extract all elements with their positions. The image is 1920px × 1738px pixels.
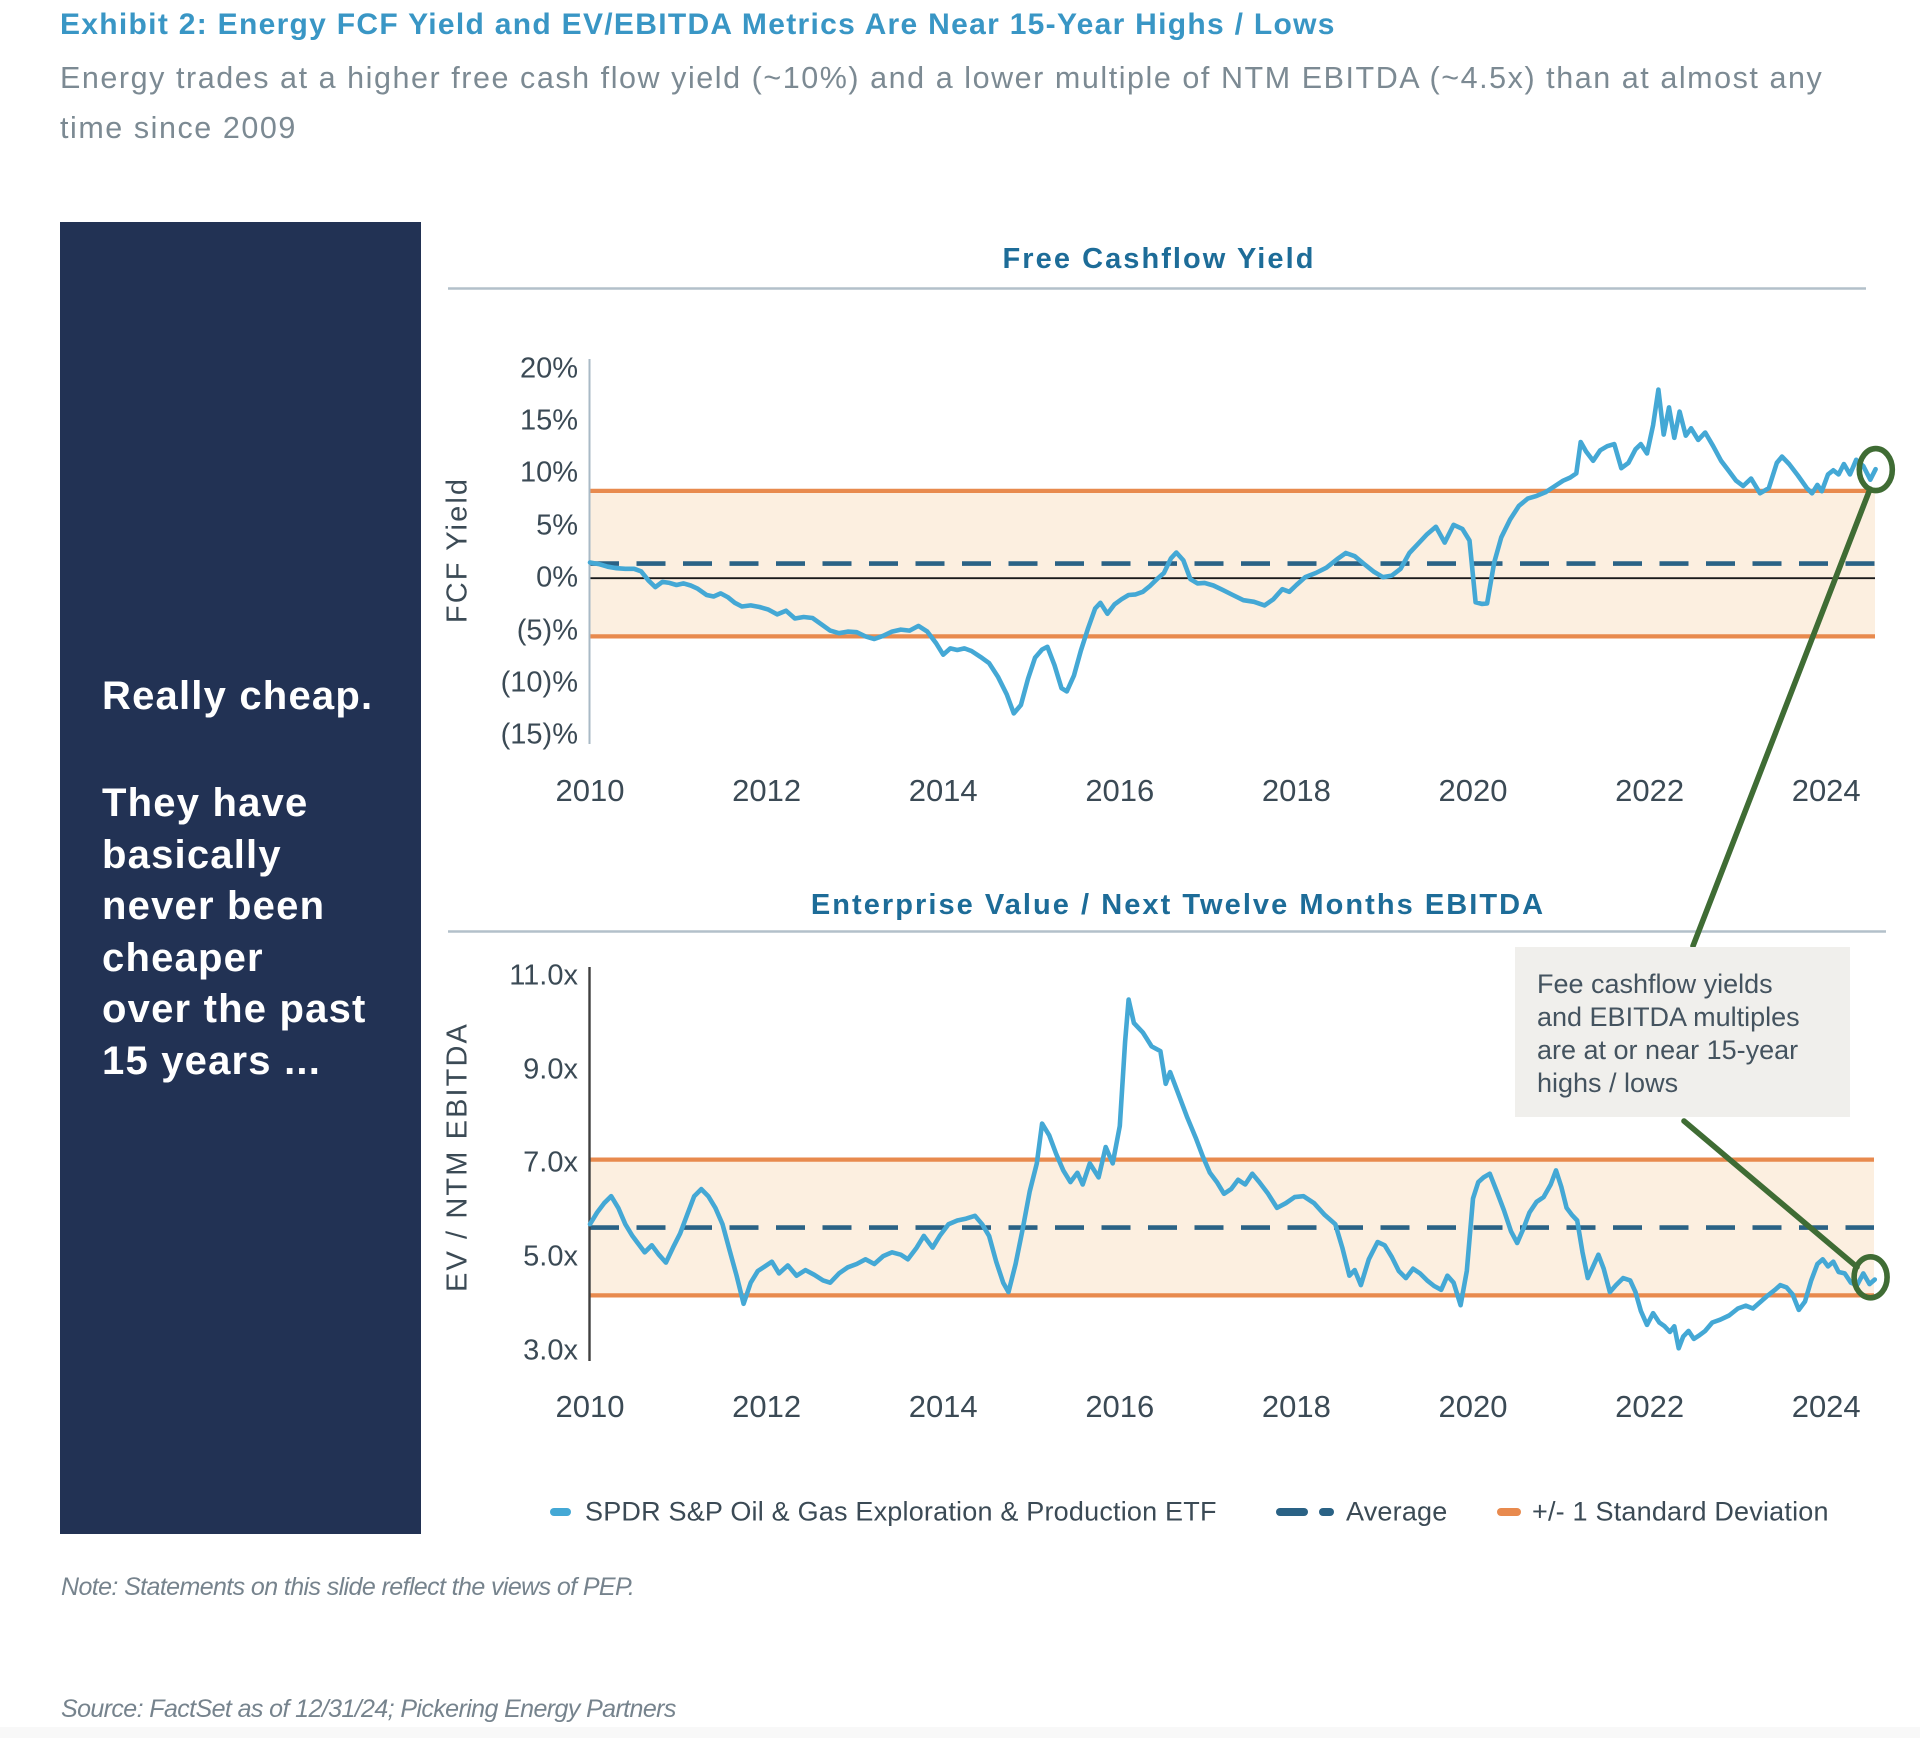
sidebar-body: They have basically never been cheaper over …: [102, 778, 367, 1087]
callout-pointer-line-bottom: [1681, 1118, 1860, 1270]
chart1-series-line: [587, 387, 1878, 716]
sidebar-panel: Really cheap. They have basically never be…: [60, 222, 421, 1534]
callout-circle-bottom: [1851, 1254, 1890, 1301]
chart1-x-tick-0: 2010: [555, 773, 625, 808]
chart2-x-tick-4: 2018: [1261, 1389, 1331, 1424]
source-text: Source: FactSet as of 12/31/24; Pickerin…: [61, 1695, 676, 1723]
chart1-x-tick-2: 2014: [908, 773, 978, 808]
chart1-x-tick-1: 2012: [732, 773, 802, 808]
chart1-y-tick-3: 5%: [536, 509, 578, 542]
annotation-line-3: highs / lows: [1537, 1068, 1679, 1098]
subtitle-line-2: time since 2009: [60, 111, 297, 145]
chart1-y-tick-7: (15)%: [500, 718, 578, 751]
chart1-y-axis-title: FCF Yield: [441, 476, 474, 624]
chart1-y-tick-4: 0%: [536, 561, 578, 594]
chart1-y-tick-5: (5)%: [516, 614, 578, 647]
annotation-line-1: and EBITDA multiples: [1537, 1002, 1800, 1032]
legend-series-line-marker: [550, 1508, 571, 1516]
chart1-x-tick-5: 2020: [1438, 773, 1508, 808]
chart2-series-line: [587, 997, 1878, 1351]
sidebar-body-line-5: 15 years ...: [102, 1038, 322, 1083]
chart1-y-tick-1: 15%: [519, 404, 578, 437]
chart2-y-tick-2: 7.0x: [523, 1146, 578, 1179]
sidebar-headline: Really cheap.: [102, 674, 374, 718]
chart2-x-tick-2: 2014: [908, 1389, 978, 1424]
legend-stdev-label: +/- 1 Standard Deviation: [1532, 1496, 1829, 1527]
chart2-x-tick-0: 2010: [555, 1389, 625, 1424]
chart1-y-tick-6: (10)%: [500, 666, 578, 699]
chart1-x-tick-6: 2022: [1615, 773, 1685, 808]
chart2-title: Enterprise Value / Next Twelve Months EB…: [810, 889, 1546, 921]
chart1-y-tick-2: 10%: [519, 456, 578, 489]
annotation-callout: Fee cashflow yields and EBITDA multiples a…: [1515, 947, 1850, 1117]
callout-pointer-line-top: [1690, 486, 1873, 949]
chart1-x-tick-4: 2018: [1261, 773, 1331, 808]
exhibit-title: Exhibit 2: Energy FCF Yield and EV/EBITD…: [60, 8, 1336, 41]
subtitle-line-1: Energy trades at a higher free cash flow…: [60, 61, 1824, 95]
sidebar-body-line-4: over the past: [102, 987, 367, 1031]
legend-average-label: Average: [1346, 1496, 1448, 1527]
chart2-x-tick-1: 2012: [732, 1389, 802, 1424]
note-text: Note: Statements on this slide reflect t…: [61, 1573, 635, 1601]
sidebar-body-line-1: basically: [102, 832, 282, 877]
annotation-line-0: Fee cashflow yields: [1537, 969, 1773, 999]
chart2-x-tick-3: 2016: [1085, 1389, 1155, 1424]
chart2-x-tick-5: 2020: [1438, 1389, 1508, 1424]
annotation-line-2: are at or near 15-year: [1537, 1035, 1799, 1065]
chart2-y-tick-1: 9.0x: [523, 1053, 578, 1086]
legend-series-label: SPDR S&P Oil & Gas Exploration & Product…: [585, 1496, 1217, 1527]
sidebar-body-line-0: They have: [102, 781, 309, 825]
legend-stdev-dash-marker: [1497, 1508, 1521, 1516]
chart1-x-tick-7: 2024: [1791, 773, 1861, 808]
sidebar-body-line-3: cheaper: [102, 935, 264, 980]
bottom-edge-strip: [0, 1727, 1920, 1738]
chart2-y-tick-0: 11.0x: [509, 959, 578, 992]
chart2-y-tick-3: 5.0x: [523, 1240, 578, 1273]
callout-circle-top: [1856, 445, 1896, 494]
legend-average-dash-marker: [1276, 1508, 1308, 1516]
sidebar-body-line-2: never been: [102, 884, 326, 928]
legend-average-dash-marker-short: [1319, 1508, 1334, 1516]
chart2-x-tick-7: 2024: [1791, 1389, 1861, 1424]
chart1-x-tick-3: 2016: [1085, 773, 1155, 808]
chart1-title: Free Cashflow Yield: [1002, 243, 1316, 275]
chart2-y-tick-4: 3.0x: [523, 1334, 578, 1367]
annotation-text: Fee cashflow yields and EBITDA multiples a…: [1537, 968, 1800, 1100]
chart1-y-tick-0: 20%: [519, 352, 578, 385]
chart2-x-tick-6: 2022: [1615, 1389, 1685, 1424]
